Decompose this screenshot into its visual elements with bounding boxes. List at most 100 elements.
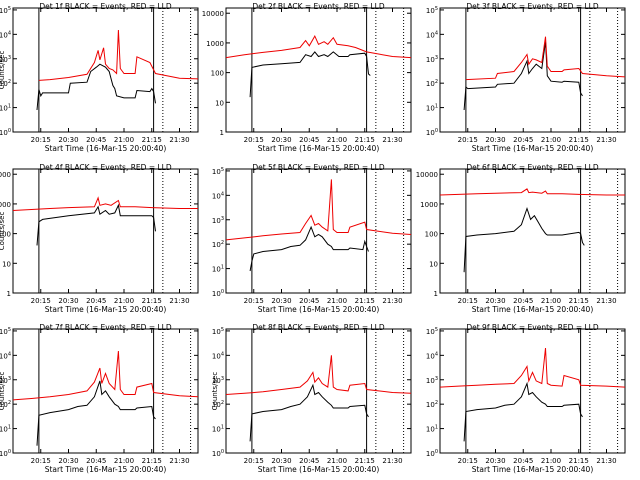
x-tick-label: 20:45 [86,457,106,465]
y-tick-label: 100 [426,449,438,458]
chart-panel-5: 100 101 102 103 104 105 20:15 20:30 20:45 21:00 21… [212,163,412,314]
y-tick-label: 104 [0,30,11,39]
y-tick-label: 100 [212,449,224,458]
plot-frame [439,168,626,294]
plot-frame [12,168,199,294]
x-tick-label: 20:15 [244,297,264,305]
y-tick-label: 103 [212,216,224,225]
plot-frame [439,328,626,454]
y-tick-label: 105 [212,327,224,336]
x-axis-label: Start Time (16-Mar-15 20:00:40) [472,465,594,474]
y-tick-label: 100 [0,128,11,137]
series-line-events [463,206,585,273]
x-tick-label: 20:45 [513,297,533,305]
x-tick-label: 21:00 [327,457,347,465]
y-tick-label: 105 [0,6,11,15]
x-tick-label: 21:30 [382,136,402,144]
x-tick-label: 21:00 [541,457,561,465]
chart-title: Det 1f BLACK = Events, RED = LLD [39,2,172,11]
x-tick-label: 21:30 [596,136,616,144]
x-tick-label: 21:15 [142,457,162,465]
series-line-lld [38,29,199,81]
chart-title: Det 6f BLACK = Events, RED = LLD [466,163,599,172]
plot-frame [225,328,412,454]
x-tick-label: 20:45 [86,297,106,305]
x-tick-label: 20:30 [485,297,505,305]
y-tick-label: 103 [426,376,438,385]
y-tick-label: 102 [212,400,224,409]
x-axis-label: Start Time (16-Mar-15 20:00:40) [472,144,594,153]
chart-panel-3: 100 101 102 103 104 105 20:15 20:30 20:45 21:00 21… [426,2,626,153]
y-tick-label: 102 [426,400,438,409]
chart-title: Det 5f BLACK = Events, RED = LLD [252,163,385,172]
x-tick-label: 20:15 [244,136,264,144]
y-tick-label: 101 [0,425,11,434]
chart-panel-6: 1 10 100 1000 10000 20:15 20:30 20:45 21:00 21:15… [416,163,626,314]
x-tick-label: 21:30 [169,297,189,305]
x-tick-label: 20:15 [458,297,478,305]
series-line-lld [439,188,625,196]
y-tick-label: 1000 [420,201,438,209]
series-line-lld [12,196,198,211]
y-tick-label: 100 [426,128,438,137]
x-tick-label: 21:30 [382,297,402,305]
chart-title: Det 3f BLACK = Events, RED = LLD [466,2,599,11]
plot-frame [439,7,626,133]
x-tick-label: 20:45 [86,136,106,144]
x-axis-label: Start Time (16-Mar-15 20:00:40) [258,144,380,153]
plot-frame [12,7,199,133]
y-tick-label: 1 [220,129,224,137]
x-tick-label: 21:15 [355,297,375,305]
y-tick-label: 104 [426,30,438,39]
plot-frame [225,7,412,133]
x-tick-label: 20:30 [58,457,78,465]
y-tick-label: 103 [0,376,11,385]
chart-title: Det 8f BLACK = Events, RED = LLD [252,323,385,332]
y-tick-label: 100 [0,449,11,458]
x-tick-label: 21:30 [596,297,616,305]
x-tick-label: 21:00 [114,457,134,465]
plot-frame [12,328,199,454]
x-tick-label: 21:00 [114,297,134,305]
x-tick-label: 20:15 [244,457,264,465]
x-tick-label: 20:15 [31,457,51,465]
series-line-lld [225,34,412,59]
x-tick-label: 20:45 [299,457,319,465]
x-tick-label: 20:45 [513,136,533,144]
series-line-lld [225,355,412,395]
x-tick-label: 20:30 [271,136,291,144]
x-tick-label: 21:15 [569,297,589,305]
y-tick-label: 100 [0,231,11,239]
series-line-events [463,41,583,111]
y-tick-label: 100 [212,289,224,298]
x-tick-label: 20:45 [299,136,319,144]
y-tick-label: 104 [426,351,438,360]
x-tick-label: 21:30 [382,457,402,465]
x-tick-label: 20:30 [58,297,78,305]
y-tick-label: 101 [426,104,438,113]
x-axis-label: Start Time (16-Mar-15 20:00:40) [45,144,167,153]
x-tick-label: 21:00 [541,136,561,144]
series-line-events [36,203,156,246]
y-tick-label: 101 [212,265,224,274]
x-axis-label: Start Time (16-Mar-15 20:00:40) [45,305,167,314]
y-tick-label: 10000 [416,171,438,179]
y-tick-label: 10 [429,260,438,268]
chart-title: Det 9f BLACK = Events, RED = LLD [466,323,599,332]
y-tick-label: 102 [212,240,224,249]
chart-panel-9: 100 101 102 103 104 105 20:15 20:30 20:45 21:00 21… [426,323,626,474]
series-line-lld [439,347,626,388]
chart-panel-8: 100 101 102 103 104 105 20:15 20:30 20:45 21:00 21… [211,323,412,474]
y-axis-label: Counts/sec [0,51,6,90]
chart-panel-4: 1 10 100 1000 10000 20:15 20:30 20:45 21:00 21:15… [0,163,199,314]
x-tick-label: 21:15 [142,297,162,305]
x-tick-label: 20:15 [31,136,51,144]
y-tick-label: 104 [0,351,11,360]
y-tick-label: 104 [212,351,224,360]
x-tick-label: 20:45 [513,457,533,465]
series-line-lld [12,350,199,401]
x-tick-label: 20:30 [58,136,78,144]
x-tick-label: 21:15 [355,457,375,465]
chart-panel-7: 100 101 102 103 104 105 20:15 20:30 20:45 21:00 21… [0,323,199,474]
series-line-events [249,225,369,272]
